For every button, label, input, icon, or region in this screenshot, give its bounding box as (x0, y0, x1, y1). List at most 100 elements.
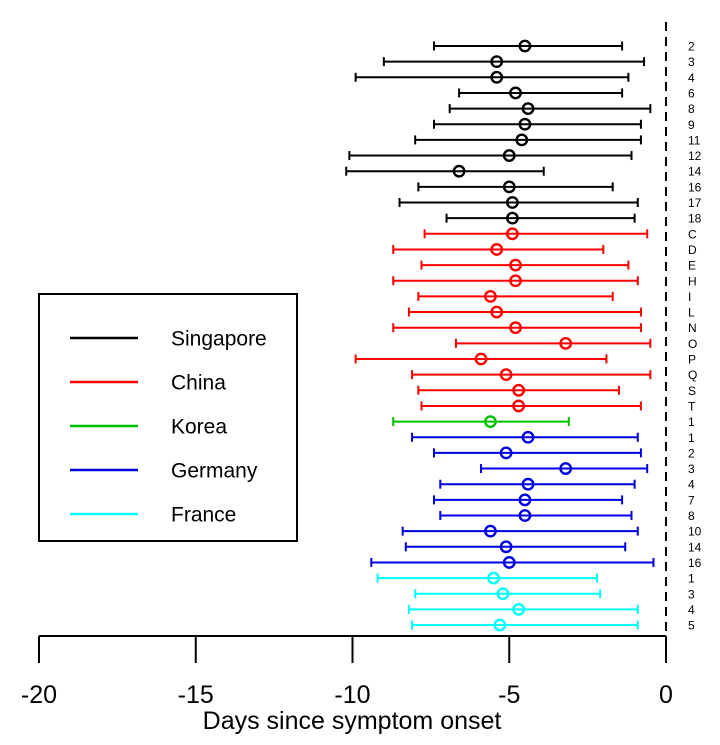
legend-entry: Singapore (70, 328, 267, 351)
row-label: P (688, 353, 696, 367)
estimate-point (509, 258, 522, 272)
estimate-point (509, 86, 522, 100)
interval-row: 9 (433, 117, 695, 132)
row-label: 10 (688, 525, 702, 539)
estimate-point (452, 164, 466, 178)
x-tick-label: -15 (178, 681, 214, 709)
row-label: 2 (688, 40, 695, 54)
x-tick-label: -20 (21, 681, 57, 709)
interval-row: 18 (445, 211, 702, 226)
estimate-point (484, 289, 497, 303)
interval-rows: 234689111214161718CDEHILNOPQST1123478101… (345, 39, 702, 633)
row-label: N (688, 321, 697, 335)
interval-row: 8 (439, 509, 695, 523)
estimate-point (509, 274, 522, 288)
row-label: 16 (688, 180, 702, 194)
estimate-point (490, 243, 504, 256)
estimate-point (559, 336, 573, 350)
interval-row: 1 (411, 430, 695, 445)
estimate-point (521, 430, 535, 444)
interval-row: I (417, 289, 691, 304)
interval-row: 2 (433, 39, 695, 54)
legend-label: Singapore (171, 328, 267, 351)
estimate-point (559, 462, 573, 475)
row-label: 4 (688, 71, 695, 85)
estimate-point (502, 556, 516, 569)
x-axis: -20 -15 -10 -5 0 (21, 635, 673, 709)
interval-row: 7 (433, 493, 695, 507)
estimate-point (499, 540, 513, 554)
estimate-point (502, 180, 516, 194)
legend-entry: Korea (70, 416, 227, 439)
legend-label: Germany (171, 460, 258, 483)
interval-row: 3 (414, 587, 695, 601)
row-label: I (688, 290, 691, 304)
interval-row: 16 (417, 180, 702, 194)
row-label: H (688, 274, 697, 288)
interval-row: D (392, 243, 697, 257)
row-label: Q (688, 368, 697, 382)
interval-row: 10 (401, 524, 702, 539)
interval-row: L (407, 306, 695, 320)
legend-entry: China (70, 372, 226, 395)
estimate-point (512, 383, 526, 397)
interval-row: E (420, 258, 696, 273)
row-label: 17 (688, 196, 702, 210)
row-label: 1 (688, 572, 695, 586)
interval-row: O (454, 336, 697, 351)
estimate-point (521, 102, 535, 116)
row-label: T (688, 399, 696, 413)
estimate-point (512, 603, 526, 616)
interval-row: P (354, 353, 696, 367)
row-label: O (688, 337, 697, 351)
row-label: 14 (688, 540, 702, 554)
estimate-point (484, 415, 497, 428)
estimate-point (499, 368, 513, 382)
row-label: 6 (688, 86, 695, 100)
row-label: 4 (688, 603, 695, 617)
estimate-point (505, 211, 519, 225)
x-tick-label: -10 (334, 681, 370, 709)
interval-row: H (392, 274, 697, 288)
legend-label: Korea (171, 416, 227, 439)
estimate-point (521, 477, 535, 491)
estimate-point (509, 321, 522, 335)
estimate-point (518, 39, 532, 53)
estimate-point (493, 618, 507, 632)
row-label: C (688, 227, 697, 241)
interval-row: 3 (382, 55, 695, 69)
estimate-point (505, 196, 519, 209)
interval-row: 17 (398, 196, 702, 210)
estimate-point (518, 117, 532, 131)
interval-row: Q (411, 368, 697, 382)
row-label: 3 (688, 587, 695, 601)
estimate-point (515, 133, 529, 147)
estimate-point (484, 524, 497, 538)
legend: Singapore China Korea Germany France (38, 293, 298, 542)
interval-row: T (420, 399, 696, 413)
row-label: L (688, 306, 695, 320)
interval-row: 3 (480, 462, 695, 476)
row-label: 2 (688, 446, 695, 460)
x-axis-label: Days since symptom onset (203, 707, 502, 735)
legend-label: France (171, 504, 236, 527)
row-label: 4 (688, 478, 695, 492)
row-label: 18 (688, 212, 702, 226)
interval-row: 1 (376, 571, 695, 586)
row-label: 8 (688, 509, 695, 523)
interval-row: C (423, 227, 697, 241)
interval-row: 5 (411, 618, 695, 633)
estimate-point (499, 446, 513, 460)
row-label: E (688, 259, 696, 273)
estimate-point (487, 571, 500, 585)
legend-entry: Germany (70, 460, 258, 483)
row-label: 1 (688, 415, 695, 429)
interval-row: 14 (345, 164, 702, 179)
interval-row: 4 (354, 71, 695, 85)
interval-row: 4 (407, 603, 695, 617)
legend-box (38, 293, 298, 542)
interval-row: 6 (458, 86, 695, 100)
interval-row: 4 (439, 477, 695, 492)
estimate-point (518, 509, 532, 522)
row-label: D (688, 243, 697, 257)
